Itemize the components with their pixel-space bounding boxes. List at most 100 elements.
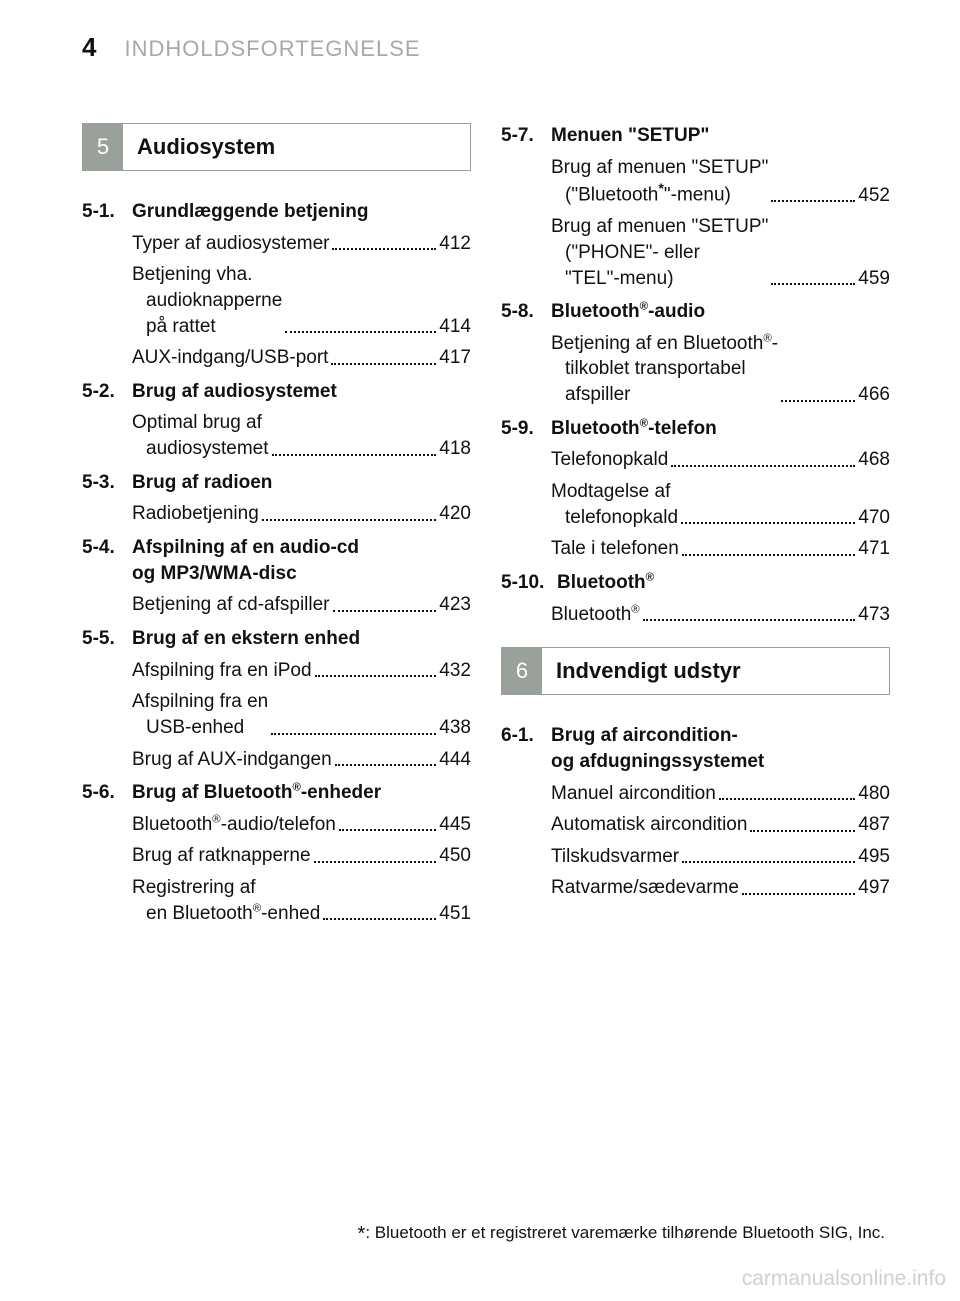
leader-dots: [271, 733, 436, 735]
leader-dots: [314, 861, 437, 863]
entry-label: Brug af menuen "SETUP" ("Bluetooth*"-men…: [551, 155, 768, 209]
section-heading: 5-6. Brug af Bluetooth®-enheder: [82, 780, 471, 806]
section-heading: 5-1. Grundlæggende betjening: [82, 199, 471, 225]
registered-icon: ®: [763, 332, 771, 344]
chapter-6-number: 6: [502, 648, 542, 694]
entry-page: 445: [439, 812, 471, 838]
entry-page: 497: [858, 875, 890, 901]
entry-label: Automatisk aircondition: [551, 812, 747, 838]
entry-label: Betjening af en Bluetooth®- tilkoblet tr…: [551, 331, 778, 408]
entry-page: 466: [858, 382, 890, 408]
toc-entry: Manuel aircondition 480: [501, 781, 890, 807]
section-heading: 6-1. Brug af aircondition- og afdugnings…: [501, 723, 890, 774]
left-column: 5 Audiosystem 5-1. Grundlæggende betjeni…: [82, 123, 471, 934]
toc-entry: Typer af audiosystemer 412: [82, 231, 471, 257]
entry-label: Afspilning fra en iPod: [132, 658, 312, 684]
section-title: Grundlæggende betjening: [132, 199, 471, 225]
entry-label: Modtagelse af telefonopkald: [551, 479, 678, 530]
section-title: Brug af aircondition- og afdugningssyste…: [551, 723, 890, 774]
entry-label: Bluetooth®-audio/telefon: [132, 812, 336, 838]
footnote: *: Bluetooth er et registreret varemærke…: [358, 1223, 885, 1246]
toc-entry: Afspilning fra en iPod 432: [82, 658, 471, 684]
section-number: 5-3.: [82, 470, 132, 496]
toc-entry: Tilskudsvarmer 495: [501, 844, 890, 870]
section-title: Menuen "SETUP": [551, 123, 890, 149]
entry-page: 452: [858, 183, 890, 209]
section-title: Brug af audiosystemet: [132, 379, 471, 405]
leader-dots: [333, 610, 437, 612]
section-5-6: 5-6. Brug af Bluetooth®-enheder Bluetoot…: [82, 780, 471, 926]
section-heading: 5-7. Menuen "SETUP": [501, 123, 890, 149]
leader-dots: [315, 675, 437, 677]
section-title: Afspilning af en audio-cd og MP3/WMA-dis…: [132, 535, 471, 586]
entry-page: 471: [858, 536, 890, 562]
entry-label: Typer af audiosystemer: [132, 231, 329, 257]
entry-page: 438: [439, 715, 471, 741]
leader-dots: [339, 829, 436, 831]
entry-page: 451: [439, 901, 471, 927]
leader-dots: [682, 861, 855, 863]
entry-page: 450: [439, 843, 471, 869]
leader-dots: [771, 200, 855, 202]
entry-label: Brug af menuen "SETUP" ("PHONE"- eller "…: [551, 214, 768, 291]
section-5-7: 5-7. Menuen "SETUP" Brug af menuen "SETU…: [501, 123, 890, 291]
toc-entry: Betjening af cd-afspiller 423: [82, 592, 471, 618]
entry-page: 480: [858, 781, 890, 807]
section-5-10: 5-10. Bluetooth® Bluetooth® 473: [501, 570, 890, 627]
section-5-2: 5-2. Brug af audiosystemet Optimal brug …: [82, 379, 471, 462]
registered-icon: ®: [212, 813, 220, 825]
section-number: 5-9.: [501, 416, 551, 442]
leader-dots: [323, 918, 436, 920]
section-heading: 5-3. Brug af radioen: [82, 470, 471, 496]
registered-icon: ®: [640, 301, 648, 313]
leader-dots: [643, 619, 856, 621]
chapter-6-title: Indvendigt udstyr: [542, 648, 889, 694]
toc-entry: Afspilning fra en USB-enhed 438: [82, 689, 471, 740]
entry-label: Telefonopkald: [551, 447, 668, 473]
entry-page: 495: [858, 844, 890, 870]
leader-dots: [750, 830, 855, 832]
toc-entry: Brug af menuen "SETUP" ("Bluetooth*"-men…: [501, 155, 890, 209]
chapter-5-number: 5: [83, 124, 123, 170]
toc-columns: 5 Audiosystem 5-1. Grundlæggende betjeni…: [0, 63, 960, 934]
toc-entry: Betjening af en Bluetooth®- tilkoblet tr…: [501, 331, 890, 408]
section-title: Bluetooth®-telefon: [551, 416, 890, 442]
entry-page: 414: [439, 314, 471, 340]
leader-dots: [682, 554, 855, 556]
right-column: 5-7. Menuen "SETUP" Brug af menuen "SETU…: [501, 123, 890, 934]
entry-page: 420: [439, 501, 471, 527]
leader-dots: [335, 764, 437, 766]
toc-entry: Bluetooth®-audio/telefon 445: [82, 812, 471, 838]
section-heading: 5-4. Afspilning af en audio-cd og MP3/WM…: [82, 535, 471, 586]
section-title: Brug af en ekstern enhed: [132, 626, 471, 652]
section-title: Brug af Bluetooth®-enheder: [132, 780, 471, 806]
section-heading: 5-9. Bluetooth®-telefon: [501, 416, 890, 442]
entry-label: Tale i telefonen: [551, 536, 679, 562]
section-5-3: 5-3. Brug af radioen Radiobetjening 420: [82, 470, 471, 527]
section-5-5: 5-5. Brug af en ekstern enhed Afspilning…: [82, 626, 471, 772]
entry-page: 432: [439, 658, 471, 684]
entry-page: 418: [439, 436, 471, 462]
section-number: 5-8.: [501, 299, 551, 325]
section-6-1: 6-1. Brug af aircondition- og afdugnings…: [501, 723, 890, 901]
entry-label: Betjening af cd-afspiller: [132, 592, 330, 618]
section-title: Bluetooth®: [557, 570, 890, 596]
section-number: 5-4.: [82, 535, 132, 586]
leader-dots: [742, 893, 855, 895]
section-5-4: 5-4. Afspilning af en audio-cd og MP3/WM…: [82, 535, 471, 618]
section-number: 6-1.: [501, 723, 551, 774]
toc-entry: Automatisk aircondition 487: [501, 812, 890, 838]
section-title: Brug af radioen: [132, 470, 471, 496]
entry-label: Manuel aircondition: [551, 781, 716, 807]
toc-entry: Radiobetjening 420: [82, 501, 471, 527]
entry-page: 417: [439, 345, 471, 371]
entry-label: AUX-indgang/USB-port: [132, 345, 328, 371]
chapter-5-bar: 5 Audiosystem: [82, 123, 471, 171]
leader-dots: [272, 454, 437, 456]
section-heading: 5-2. Brug af audiosystemet: [82, 379, 471, 405]
toc-entry: Brug af menuen "SETUP" ("PHONE"- eller "…: [501, 214, 890, 291]
leader-dots: [285, 331, 436, 333]
leader-dots: [331, 363, 436, 365]
registered-icon: ®: [646, 572, 654, 584]
toc-entry: Optimal brug af audiosystemet 418: [82, 410, 471, 461]
